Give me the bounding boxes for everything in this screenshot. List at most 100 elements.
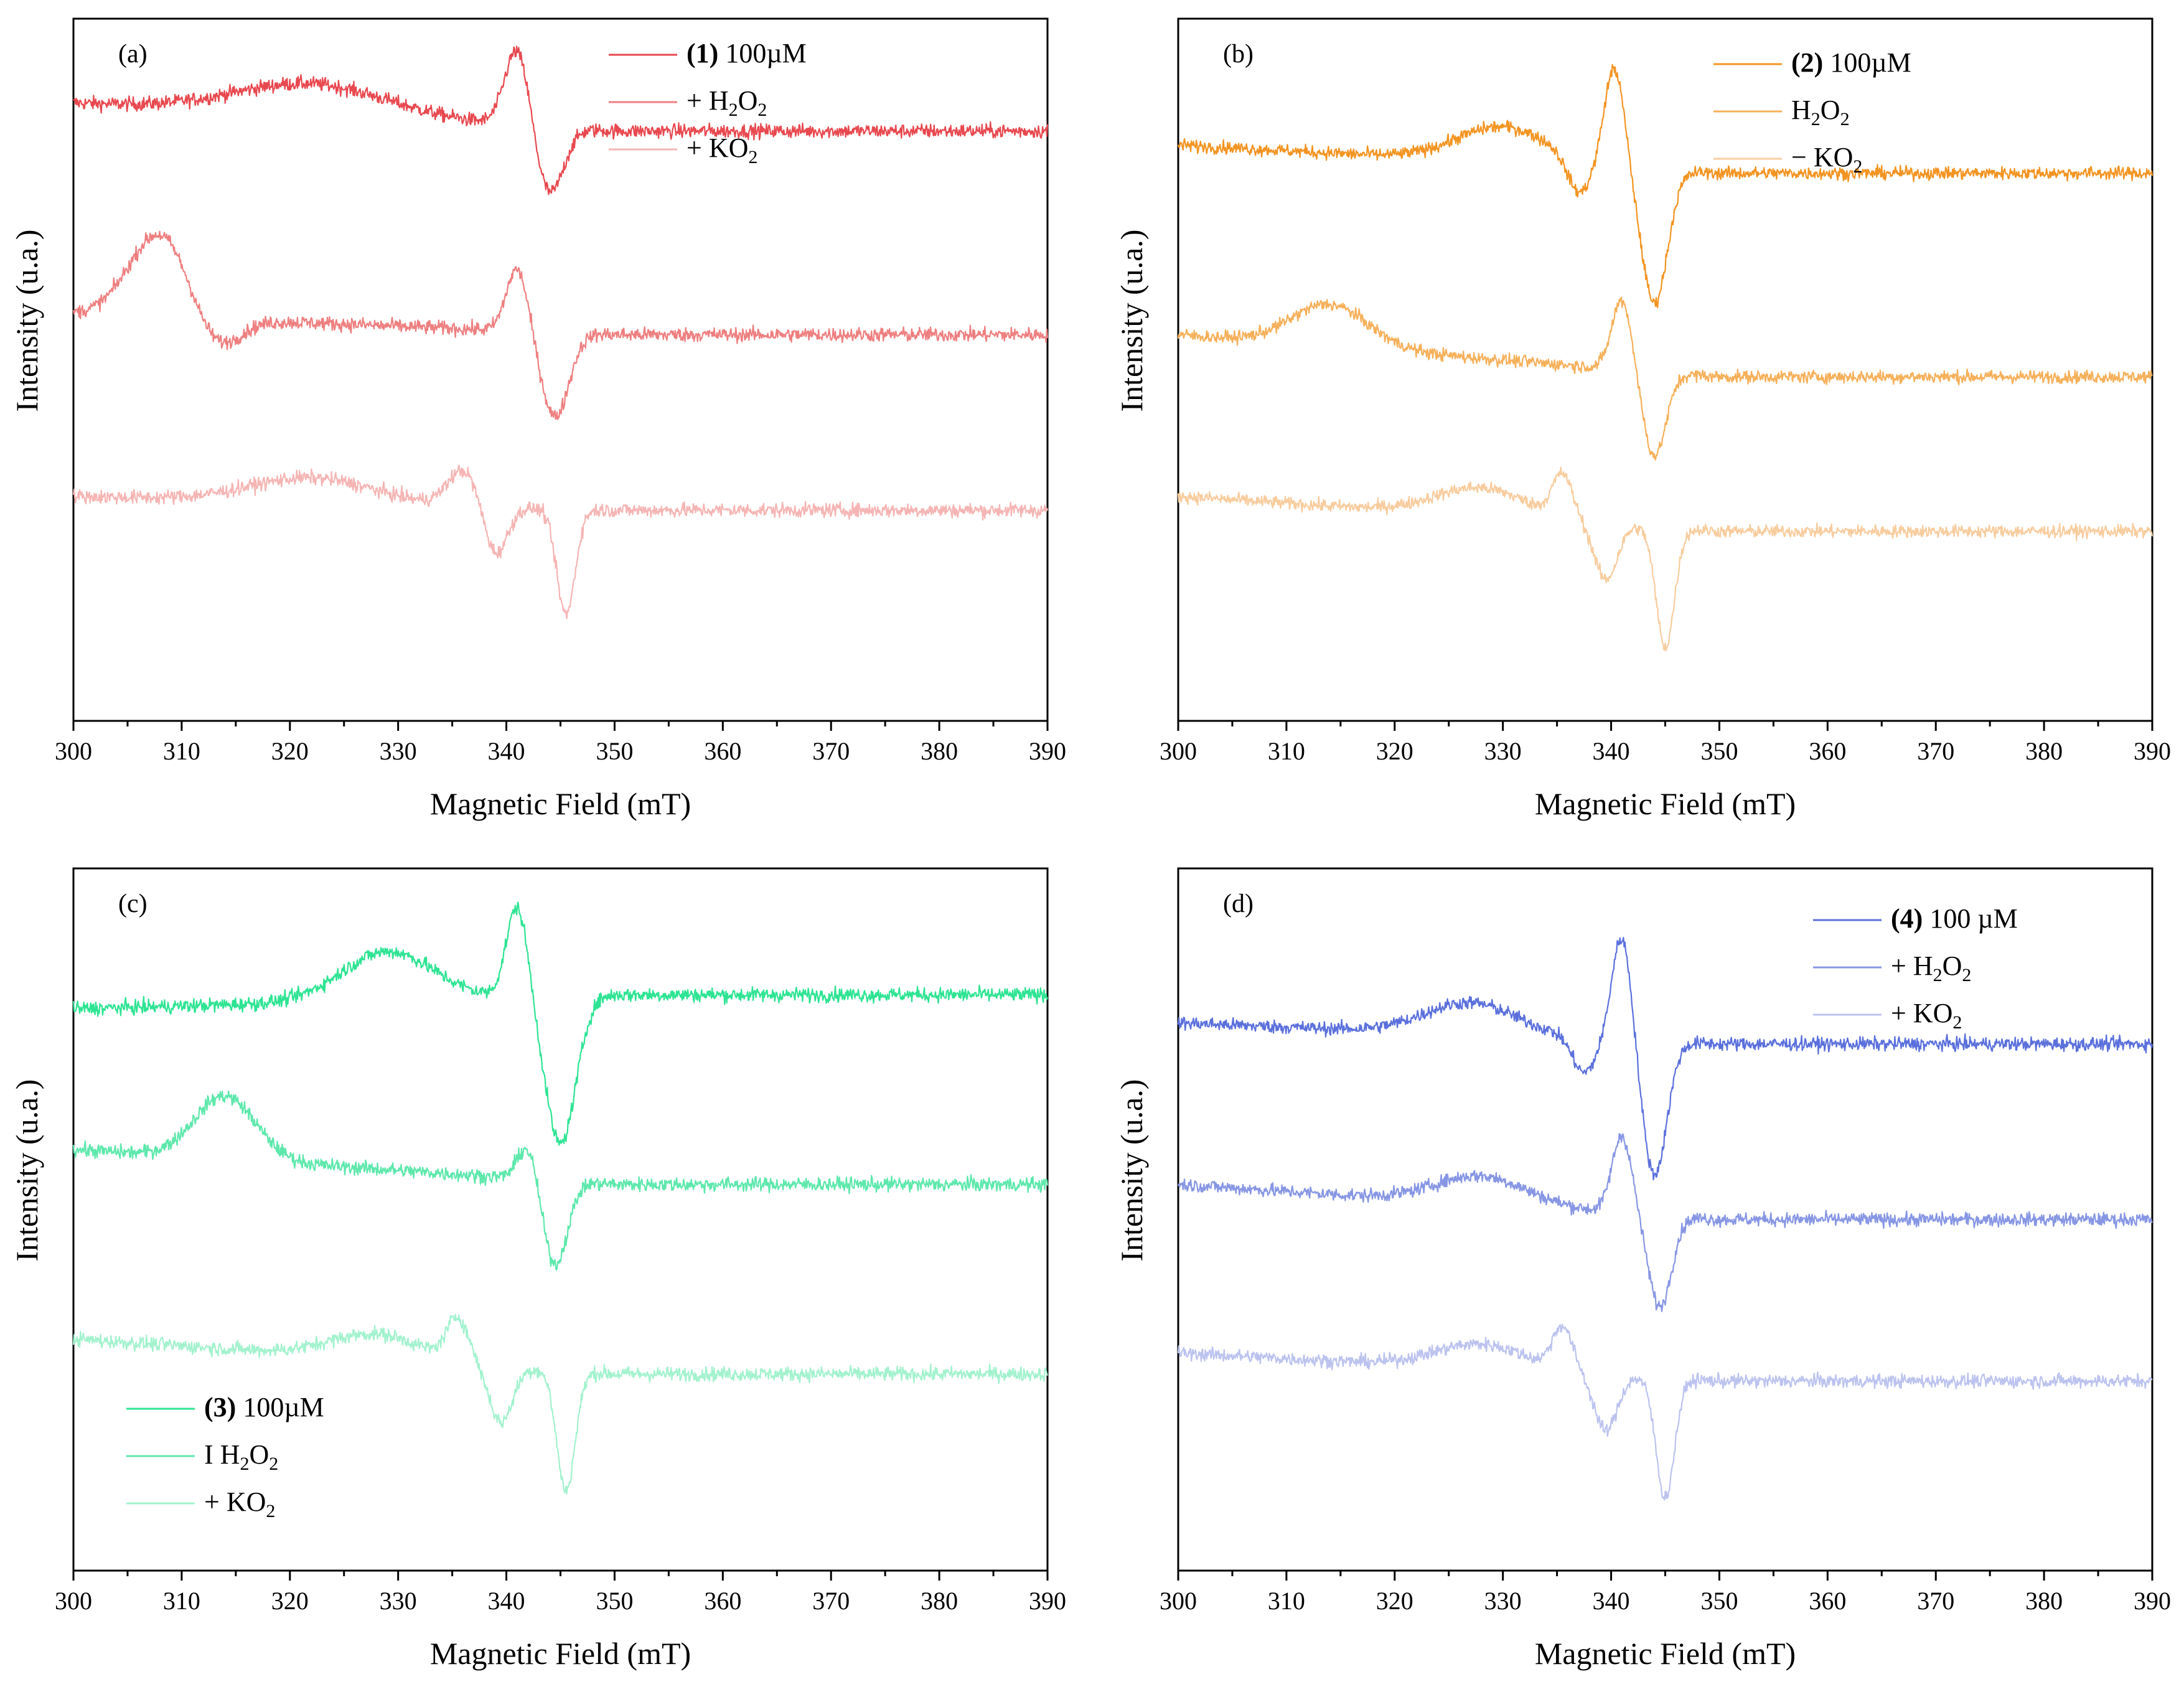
legend-species-tail: O (738, 85, 758, 116)
x-tick-label: 380 (921, 737, 958, 765)
legend-label: (2) 100µM (1791, 47, 1911, 78)
x-tick-label: 310 (163, 1587, 200, 1615)
trace-series-3 (1177, 1323, 2153, 1501)
x-tick-label: 320 (1376, 1587, 1413, 1615)
x-tick-label: 320 (271, 1587, 309, 1615)
panel-label: (c) (118, 890, 148, 918)
x-tick-label: 390 (1029, 1587, 1066, 1615)
legend-text-part: I H (204, 1439, 240, 1470)
x-tick-label: 340 (1593, 737, 1630, 765)
x-tick-label: 310 (163, 737, 200, 765)
legend-subscript: 2 (1853, 156, 1862, 177)
legend-label: − KO2 (1791, 142, 1862, 177)
x-tick-label: 300 (55, 1587, 92, 1615)
x-tick-label: 390 (2134, 737, 2171, 765)
plot-frame (1177, 17, 2154, 722)
legend-label: (1) 100µM (687, 38, 807, 68)
x-tick-label: 330 (380, 737, 417, 765)
legend-text-part: + KO (204, 1487, 266, 1517)
chart-panel-a: 300 310 320 330 340 350 360 370 380 390 Magnetic F… (9, 17, 1066, 821)
x-tick-label: 380 (2025, 1587, 2063, 1615)
chart-panel-c: 300 310 320 330 340 350 360 370 380 390 Magnetic F… (9, 867, 1066, 1671)
legend-subscript: 2 (729, 100, 738, 120)
x-tick-label: 340 (488, 1587, 525, 1615)
legend-label: + KO2 (204, 1487, 275, 1521)
x-tick-label: 390 (1029, 737, 1066, 765)
legend-label: + H2O2 (687, 85, 767, 120)
x-tick-label: 380 (2025, 737, 2063, 765)
legend: (1) 100µM+ H2O2+ KO2 (609, 38, 807, 167)
x-axis-title: Magnetic Field (mT) (1535, 1636, 1796, 1671)
x-tick-label: 350 (596, 1587, 633, 1615)
x-tick-label: 300 (1160, 1587, 1197, 1615)
x-tick-label: 310 (1268, 737, 1305, 765)
legend-text-part: − KO (1791, 142, 1853, 172)
chart-panel-d: 300 310 320 330 340 350 360 370 380 390 Magnetic F… (1114, 867, 2171, 1671)
x-tick-label: 390 (2134, 1587, 2171, 1615)
x-axis-title: Magnetic Field (mT) (430, 786, 691, 821)
trace-series-3 (72, 464, 1049, 619)
x-tick-label: 330 (1484, 737, 1522, 765)
x-tick-label: 370 (1917, 737, 1954, 765)
y-axis-title: Intensity (u.a.) (9, 1079, 44, 1262)
x-tick-label: 310 (1268, 1587, 1305, 1615)
legend-subscript: 2 (1933, 965, 1943, 985)
x-axis-title: Magnetic Field (mT) (430, 1636, 691, 1671)
x-tick-label: 350 (1700, 1587, 1738, 1615)
x-tick-label: 380 (921, 1587, 958, 1615)
x-tick-label: 340 (1593, 1587, 1630, 1615)
legend-label: H2O2 (1791, 95, 1850, 129)
legend-species-tail: O (1821, 95, 1840, 125)
y-axis-title: Intensity (u.a.) (1114, 230, 1149, 412)
legend-subscript: 2 (1962, 965, 1971, 985)
trace-series-3 (1177, 466, 2154, 652)
legend: (4) 100 µM+ H2O2+ KO2 (1813, 903, 2018, 1033)
legend-subscript: 2 (1952, 1012, 1962, 1033)
legend-subscript: 2 (266, 1501, 275, 1521)
trace-series-2 (72, 230, 1049, 420)
x-tick-label: 370 (812, 737, 850, 765)
legend-label: + KO2 (687, 133, 757, 167)
legend-text-part: + H (687, 85, 729, 116)
x-axis-title: Magnetic Field (mT) (1535, 786, 1796, 821)
panel-label: (a) (118, 40, 148, 68)
legend-label: + H2O2 (1891, 951, 1971, 985)
legend-species-tail: O (1943, 951, 1962, 981)
x-tick-label: 330 (1484, 1587, 1522, 1615)
legend-label: I H2O2 (204, 1439, 278, 1474)
legend-text-part: + KO (687, 133, 748, 163)
legend-compound: (2) (1791, 47, 1823, 78)
legend-label: + KO2 (1891, 998, 1962, 1033)
legend-subscript: 2 (748, 147, 757, 167)
x-tick-label: 340 (488, 737, 525, 765)
legend-text-part: + H (1891, 951, 1933, 981)
legend-subscript: 2 (1811, 109, 1821, 129)
legend-subscript: 2 (240, 1454, 249, 1474)
y-axis-title: Intensity (u.a.) (1114, 1079, 1149, 1262)
legend-label: (4) 100 µM (1891, 903, 2018, 934)
x-tick-label: 360 (1809, 737, 1846, 765)
legend-text-part: 100µM (236, 1392, 324, 1422)
x-tick-label: 350 (596, 737, 633, 765)
legend-text-part: 100 µM (1923, 903, 2017, 934)
legend-subscript: 2 (269, 1454, 278, 1474)
x-tick-label: 360 (704, 737, 741, 765)
trace-series-2 (1177, 1133, 2153, 1312)
y-axis-title: Intensity (u.a.) (9, 230, 44, 412)
x-tick-label: 320 (1376, 737, 1413, 765)
trace-series-3 (72, 1314, 1049, 1495)
legend-text-part: 100µM (718, 38, 806, 68)
chart-panel-b: 300 310 320 330 340 350 360 370 380 390 Magnetic F… (1114, 17, 2171, 821)
legend-compound: (3) (204, 1392, 236, 1422)
plot-frame (72, 17, 1049, 722)
legend-compound: (4) (1891, 903, 1923, 934)
x-tick-label: 370 (1917, 1587, 1954, 1615)
panel-label: (d) (1223, 890, 1254, 918)
legend-species-tail: O (249, 1439, 269, 1470)
trace-series-1 (72, 901, 1049, 1146)
legend-text-part: 100µM (1823, 47, 1911, 78)
x-tick-label: 300 (1160, 737, 1197, 765)
plot-frame (72, 867, 1049, 1572)
